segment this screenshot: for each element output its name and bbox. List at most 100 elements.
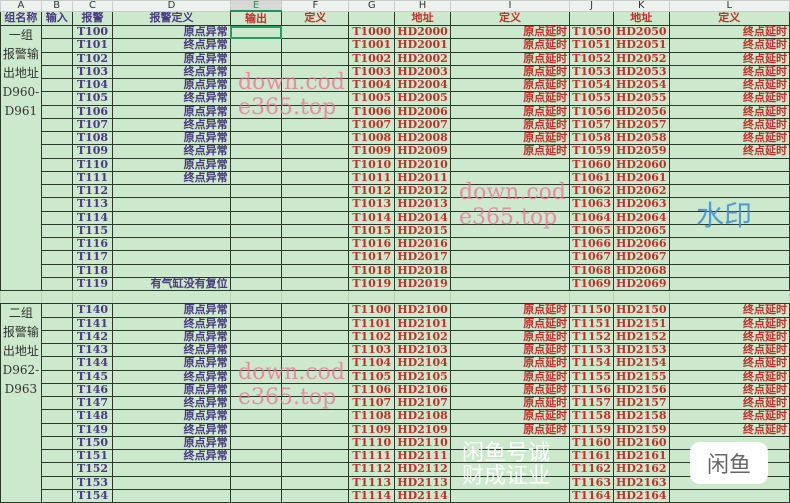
cell-c[interactable]: T109 <box>71 144 114 159</box>
column-header-g[interactable]: G <box>348 0 396 12</box>
cell-h[interactable]: HD2111 <box>394 448 451 464</box>
cell-j[interactable]: T1057 <box>569 117 614 133</box>
cell-c[interactable]: T141 <box>71 316 114 331</box>
cell-f[interactable] <box>281 223 350 239</box>
cell-l[interactable]: 终点延时 <box>668 38 790 53</box>
cell-k[interactable]: HD2152 <box>613 329 670 345</box>
cell-c[interactable]: T153 <box>71 475 114 490</box>
cell-i[interactable] <box>449 223 571 239</box>
cell[interactable] <box>394 289 451 305</box>
header-cell[interactable]: 输入 <box>40 10 73 26</box>
cell-g[interactable]: T1015 <box>348 223 396 239</box>
cell-c[interactable]: T101 <box>71 38 114 53</box>
cell-k[interactable]: HD2061 <box>613 170 670 186</box>
cell-b[interactable] <box>40 24 73 40</box>
cell-h[interactable]: HD2100 <box>394 303 451 318</box>
cell-c[interactable]: T113 <box>71 197 114 212</box>
cell-e[interactable] <box>229 475 283 490</box>
cell-g[interactable]: T1112 <box>348 462 396 477</box>
column-header-f[interactable]: F <box>281 0 350 12</box>
cell-k[interactable]: HD2161 <box>613 448 670 464</box>
cell-j[interactable]: T1059 <box>569 144 614 159</box>
cell-f[interactable] <box>281 342 350 358</box>
cell-g[interactable]: T1007 <box>348 117 396 133</box>
cell-i[interactable]: 原点延时 <box>449 329 571 345</box>
cell-e[interactable] <box>229 197 283 212</box>
cell-l[interactable] <box>668 170 790 186</box>
cell-j[interactable]: T1065 <box>569 223 614 239</box>
group-label-cell[interactable]: 二组 报警输 出地址 D962- D963 <box>0 303 42 503</box>
cell-l[interactable]: 终点延时 <box>668 329 790 345</box>
cell-b[interactable] <box>40 197 73 212</box>
cell-k[interactable]: HD2067 <box>613 250 670 265</box>
cell-f[interactable] <box>281 448 350 464</box>
cell-b[interactable] <box>40 104 73 119</box>
cell-f[interactable] <box>281 435 350 451</box>
cell-f[interactable] <box>281 91 350 106</box>
cell-i[interactable]: 原点延时 <box>449 24 571 40</box>
cell-k[interactable]: HD2053 <box>613 64 670 80</box>
cell-f[interactable] <box>281 276 350 292</box>
cell-l[interactable] <box>668 183 790 199</box>
cell-f[interactable] <box>281 488 350 503</box>
cell-j[interactable]: T1155 <box>569 369 614 384</box>
cell-c[interactable]: T154 <box>71 488 114 503</box>
cell-d[interactable] <box>112 197 231 212</box>
cell-g[interactable]: T1019 <box>348 276 396 292</box>
cell-k[interactable]: HD2159 <box>613 422 670 437</box>
cell-c[interactable]: T102 <box>71 51 114 66</box>
header-cell[interactable] <box>348 10 396 26</box>
column-header-c[interactable]: C <box>71 0 114 12</box>
cell-b[interactable] <box>40 170 73 186</box>
cell-k[interactable]: HD2151 <box>613 316 670 331</box>
cell-l[interactable]: 终点延时 <box>668 382 790 398</box>
cell-e[interactable] <box>229 77 283 93</box>
cell-i[interactable]: 原点延时 <box>449 91 571 106</box>
cell-j[interactable]: T1055 <box>569 91 614 106</box>
cell-j[interactable]: T1160 <box>569 435 614 451</box>
cell[interactable] <box>40 289 73 305</box>
cell-k[interactable]: HD2069 <box>613 276 670 292</box>
cell-k[interactable]: HD2157 <box>613 395 670 411</box>
cell-f[interactable] <box>281 263 350 278</box>
cell-e[interactable] <box>229 91 283 106</box>
cell-i[interactable] <box>449 170 571 186</box>
cell-d[interactable]: 有气缸没有复位 <box>112 276 231 292</box>
column-header-j[interactable]: J <box>569 0 614 12</box>
cell-d[interactable]: 终点异常 <box>112 144 231 159</box>
cell-h[interactable]: HD2003 <box>394 64 451 80</box>
cell-d[interactable]: 终点异常 <box>112 448 231 464</box>
cell-h[interactable]: HD2010 <box>394 157 451 172</box>
group-label-cell[interactable]: 一组 报警输 出地址 D960- D961 <box>0 25 42 291</box>
cell-h[interactable]: HD2101 <box>394 316 451 331</box>
cell-j[interactable]: T1162 <box>569 462 614 477</box>
cell-b[interactable] <box>40 210 73 225</box>
cell-h[interactable]: HD2108 <box>394 409 451 424</box>
cell-e[interactable] <box>229 38 283 53</box>
cell-l[interactable]: 终点延时 <box>668 51 790 66</box>
cell-b[interactable] <box>40 382 73 398</box>
cell-i[interactable] <box>449 197 571 212</box>
cell-f[interactable] <box>281 382 350 398</box>
cell-i[interactable] <box>449 488 571 503</box>
cell-g[interactable]: T1113 <box>348 475 396 490</box>
cell-e[interactable] <box>229 382 283 398</box>
cell-c[interactable]: T111 <box>71 170 114 186</box>
cell-j[interactable]: T1064 <box>569 210 614 225</box>
cell-d[interactable] <box>112 475 231 490</box>
cell-c[interactable]: T152 <box>71 462 114 477</box>
cell-k[interactable]: HD2054 <box>613 77 670 93</box>
cell-i[interactable]: 原点延时 <box>449 316 571 331</box>
cell-i[interactable]: 原点延时 <box>449 77 571 93</box>
cell-c[interactable]: T118 <box>71 263 114 278</box>
cell-i[interactable]: 原点延时 <box>449 38 571 53</box>
cell-j[interactable]: T1068 <box>569 263 614 278</box>
cell-e[interactable] <box>229 316 283 331</box>
cell-e[interactable] <box>229 144 283 159</box>
cell-k[interactable]: HD2051 <box>613 38 670 53</box>
cell-c[interactable]: T144 <box>71 356 114 371</box>
cell-c[interactable]: T100 <box>71 24 114 40</box>
cell-e[interactable] <box>229 24 283 40</box>
cell-e[interactable] <box>229 329 283 345</box>
cell-l[interactable]: 终点延时 <box>668 104 790 119</box>
